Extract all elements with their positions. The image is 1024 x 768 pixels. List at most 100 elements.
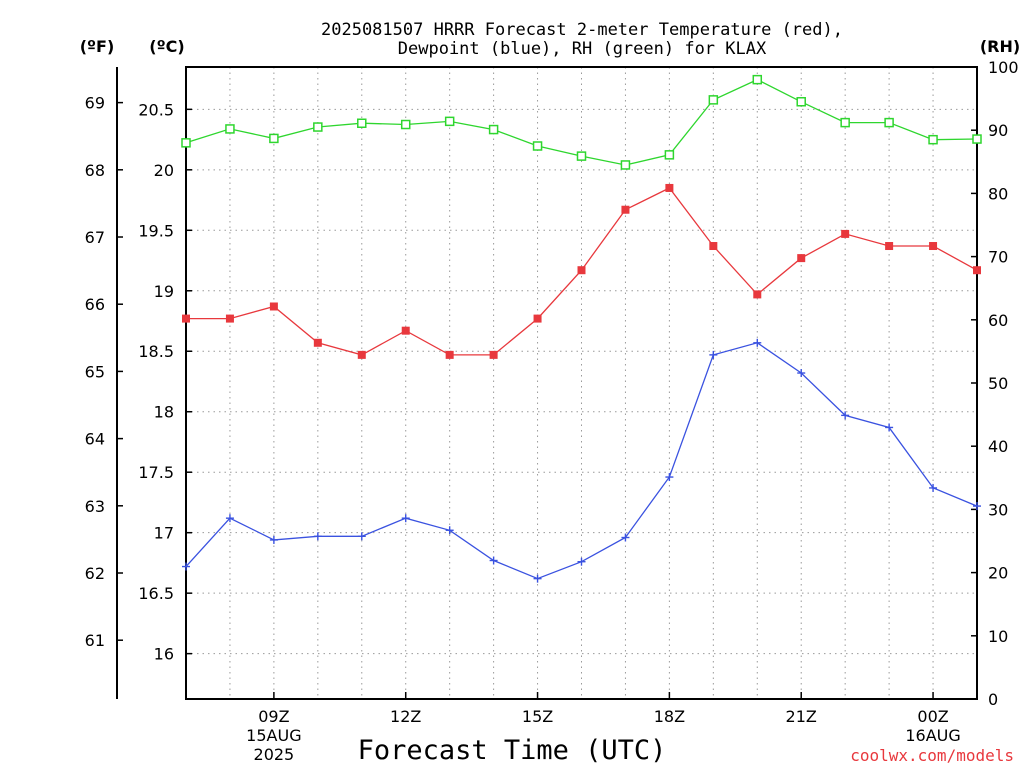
- temperature-point: [797, 254, 806, 263]
- tick-labels: 61 62 63 64 65 66 67 68 69 16 16.5 17 17.5 18 18.5 19 19…: [85, 58, 1019, 764]
- credit-text: coolwx.com/models: [850, 746, 1014, 765]
- axes: [116, 66, 978, 700]
- celsius-tick-label: 18.5: [138, 342, 174, 361]
- rh-point: [708, 95, 719, 105]
- x-tick-label: 09Z: [258, 707, 289, 726]
- rh-point: [181, 138, 191, 148]
- rh-tick-label: 80: [988, 184, 1008, 203]
- dewpoint-point: [709, 350, 718, 359]
- rh-point: [620, 160, 631, 170]
- temperature-point: [182, 314, 190, 323]
- x-tick-label: 00Z: [917, 707, 948, 726]
- x-axis-title: Forecast Time (UTC): [358, 735, 667, 766]
- rh-point: [488, 124, 499, 135]
- celsius-tick-label: 17: [154, 524, 174, 543]
- celsius-axis-label: (ºC): [149, 37, 184, 56]
- fahrenheit-tick-label: 66: [85, 295, 105, 314]
- rh-tick-label: 60: [988, 311, 1008, 330]
- celsius-tick-label: 19.5: [138, 221, 174, 240]
- dewpoint-point: [841, 411, 850, 420]
- dewpoint-point: [929, 483, 938, 492]
- rh-point: [752, 74, 763, 85]
- temperature-point: [489, 350, 498, 359]
- rh-tick-label: 90: [988, 121, 1008, 140]
- x-tick-label: 18Z: [654, 707, 685, 726]
- fahrenheit-axis-label: (ºF): [80, 37, 115, 56]
- dewpoint-point: [357, 532, 366, 541]
- temperature-point: [313, 338, 322, 347]
- celsius-tick-label: 19: [154, 282, 174, 301]
- celsius-tick-label: 20: [154, 161, 174, 180]
- dewpoint-point: [489, 556, 498, 565]
- dewpoint-point: [621, 533, 630, 542]
- fahrenheit-tick-label: 61: [85, 631, 105, 650]
- rh-tick-label: 0: [988, 690, 998, 709]
- grid-lines: [186, 67, 977, 699]
- temperature-point: [621, 205, 630, 214]
- temperature-point: [577, 266, 586, 275]
- chart-title-line2: Dewpoint (blue), RH (green) for KLAX: [398, 39, 767, 59]
- rh-tick-label: 40: [988, 437, 1008, 456]
- x-tick-label: 15Z: [522, 707, 553, 726]
- dewpoint-point: [313, 532, 322, 541]
- fahrenheit-tick-label: 69: [85, 94, 105, 113]
- x-tick-label: 12Z: [390, 707, 421, 726]
- rh-point: [972, 134, 982, 144]
- dewpoint-point: [753, 338, 762, 347]
- series-layer: [181, 74, 982, 583]
- dewpoint-point: [665, 473, 674, 482]
- dewpoint-point: [533, 574, 542, 583]
- rh-tick-label: 20: [988, 564, 1008, 583]
- temperature-point: [665, 183, 674, 192]
- x-tick-date-label: 16AUG: [905, 726, 960, 745]
- celsius-tick-label: 20.5: [138, 100, 174, 119]
- rh-tick-label: 10: [988, 627, 1008, 646]
- temperature-point: [753, 290, 762, 299]
- temperature-point: [841, 229, 850, 238]
- rh-point: [884, 117, 894, 128]
- dewpoint-point: [225, 514, 234, 523]
- temperature-point: [885, 242, 894, 251]
- celsius-tick-label: 18: [154, 403, 174, 422]
- rh-point: [269, 133, 279, 144]
- dewpoint-point: [182, 562, 190, 571]
- rh-point: [225, 124, 235, 134]
- celsius-tick-label: 17.5: [138, 463, 174, 482]
- dewpoint-point: [445, 526, 454, 535]
- fahrenheit-tick-label: 63: [85, 497, 105, 516]
- x-tick-label: 21Z: [786, 707, 817, 726]
- fahrenheit-tick-label: 65: [85, 362, 105, 381]
- temperature-point: [269, 302, 278, 311]
- rh-tick-label: 30: [988, 500, 1008, 519]
- temperature-point: [709, 242, 718, 251]
- dewpoint-point: [797, 369, 806, 378]
- fahrenheit-tick-label: 64: [85, 430, 105, 449]
- dewpoint-point: [973, 502, 981, 511]
- temperature-point: [225, 314, 234, 323]
- chart-title-line1: 2025081507 HRRR Forecast 2-meter Tempera…: [321, 20, 843, 40]
- rh-point: [928, 134, 938, 145]
- rh-point: [313, 122, 323, 132]
- rh-point: [444, 116, 455, 127]
- rh-point: [664, 150, 675, 160]
- celsius-tick-label: 16.5: [138, 584, 174, 603]
- dewpoint-point: [885, 423, 894, 432]
- temperature-point: [445, 350, 454, 359]
- temperature-point: [973, 266, 981, 275]
- rh-axis-label: (RH): [980, 37, 1020, 56]
- fahrenheit-tick-label: 62: [85, 564, 105, 583]
- fahrenheit-tick-label: 67: [85, 228, 105, 247]
- rh-point: [796, 97, 806, 107]
- rh-point: [840, 117, 850, 128]
- dewpoint-point: [401, 514, 410, 523]
- dewpoint-line: [185, 342, 978, 580]
- rh-tick-label: 70: [988, 248, 1008, 267]
- fahrenheit-tick-label: 68: [85, 161, 105, 180]
- rh-point: [532, 141, 543, 151]
- rh-point: [400, 119, 411, 130]
- celsius-tick-label: 16: [154, 645, 174, 664]
- rh-tick-label: 50: [988, 374, 1008, 393]
- dewpoint-point: [577, 557, 586, 566]
- temperature-point: [533, 314, 542, 323]
